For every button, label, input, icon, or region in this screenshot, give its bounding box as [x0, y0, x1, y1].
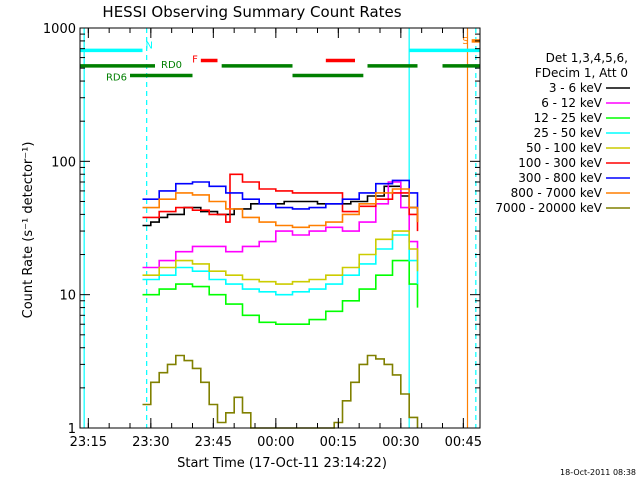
x-tick-label: 00:30 — [382, 435, 419, 450]
series-line-4 — [142, 230, 419, 285]
x-tick-label: 23:45 — [195, 435, 232, 450]
series-line-8 — [142, 354, 419, 429]
state-bar-label: RD6 — [106, 73, 127, 84]
legend-label: 6 - 12 keV — [541, 96, 603, 110]
x-tick-label: 23:15 — [70, 435, 107, 450]
state-bar-label: F — [192, 55, 198, 66]
legend-label: 50 - 100 keV — [526, 141, 603, 155]
plot-frame — [79, 27, 481, 429]
series-layer — [142, 173, 419, 429]
legend-header-line-2: FDecim 1, Att 0 — [535, 66, 628, 80]
legend-label: 800 - 7000 keV — [511, 186, 603, 200]
y-tick-label: 100 — [51, 155, 76, 170]
series-line-2 — [142, 259, 419, 325]
y-axis-label: Count Rate (s⁻¹ detector⁻¹) — [21, 142, 36, 319]
x-axis-ticks: 23:15 23:30 23:45 00:00 00:15 00:30 00:45 — [70, 28, 482, 450]
legend: Det 1,3,4,5,6, FDecim 1, Att 0 3 - 6 keV… — [495, 51, 630, 215]
series-line-6 — [142, 179, 419, 210]
timestamp: 18-Oct-2011 08:38 — [560, 468, 636, 477]
y-tick-label: 1 — [68, 422, 76, 437]
y-tick-label: 1000 — [43, 22, 76, 37]
x-tick-label: 00:45 — [445, 435, 482, 450]
legend-label: 7000 - 20000 keV — [495, 201, 602, 215]
state-bar-label: RD0 — [161, 60, 182, 71]
legend-label: 3 - 6 keV — [549, 81, 603, 95]
chart-title: HESSI Observing Summary Count Rates — [102, 3, 401, 21]
state-bars: N F RD0 RD6 S — [80, 36, 480, 84]
x-tick-label: 00:00 — [257, 435, 294, 450]
x-tick-label: 23:30 — [132, 435, 169, 450]
series-line-7 — [142, 188, 419, 229]
legend-label: 25 - 50 keV — [534, 126, 603, 140]
y-axis-ticks: 1 10 100 1000 — [43, 22, 480, 437]
legend-header-line-1: Det 1,3,4,5,6, — [546, 51, 628, 65]
series-line-1 — [142, 181, 419, 269]
x-tick-label: 00:15 — [320, 435, 357, 450]
series-line-5 — [142, 173, 419, 232]
state-bar-label: S — [462, 36, 468, 47]
legend-label: 300 - 800 keV — [518, 171, 602, 185]
y-tick-label: 10 — [59, 289, 76, 304]
legend-label: 100 - 300 keV — [518, 156, 602, 170]
x-axis-label: Start Time (17-Oct-11 23:14:22) — [177, 456, 387, 471]
legend-label: 12 - 25 keV — [534, 111, 603, 125]
series-line-3 — [142, 234, 419, 296]
state-bar-label: N — [146, 40, 153, 51]
